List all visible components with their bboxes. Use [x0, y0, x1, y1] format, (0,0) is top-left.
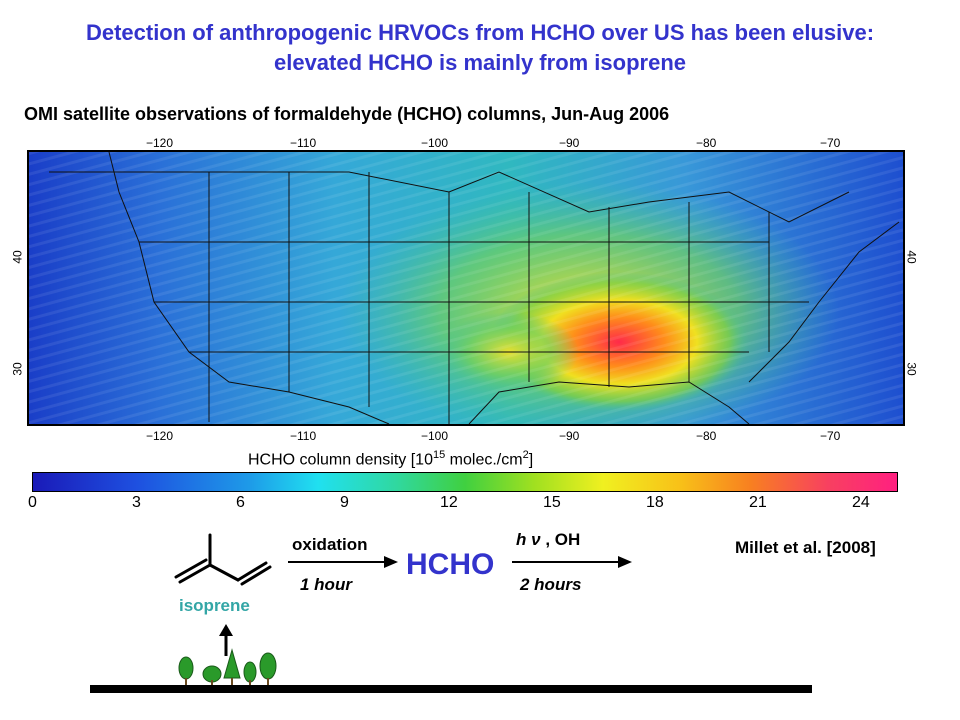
lon-tick: −100	[421, 136, 449, 150]
lon-tick: −70	[820, 136, 841, 150]
colorbar-tick: 0	[28, 494, 37, 511]
lon-tick: −120	[146, 136, 174, 150]
title-line-1: Detection of anthropogenic HRVOCs from H…	[85, 20, 875, 45]
colorbar-gradient	[32, 472, 898, 492]
lat-tick-right: 40	[904, 250, 919, 264]
hcho-map-image	[29, 152, 903, 424]
colorbar-title-unit: molec./cm	[445, 451, 523, 469]
arrow-up-icon	[219, 624, 233, 656]
ground-line	[90, 685, 812, 693]
colorbar-title-bracket: ]	[528, 451, 534, 469]
colorbar-tick: 12	[440, 494, 458, 511]
lat-tick-left: 30	[10, 362, 25, 376]
title-line-2: elevated HCHO is mainly from isoprene	[273, 50, 687, 75]
lon-tick: −110	[290, 136, 317, 150]
colorbar-title-square: 2	[522, 449, 529, 461]
hcho-satellite-map	[27, 150, 905, 426]
lon-tick: −80	[696, 136, 717, 150]
colorbar-title-exponent: 15	[432, 449, 446, 461]
slide-title: Detection of anthropogenic HRVOCs from H…	[0, 18, 960, 78]
colorbar-tick: 18	[646, 494, 664, 511]
colorbar-tick: 9	[340, 494, 349, 511]
lon-tick: −70	[820, 429, 841, 443]
lon-tick: −120	[146, 429, 174, 443]
colorbar-tick: 6	[236, 494, 245, 511]
colorbar-title-text: HCHO column density [10	[248, 451, 433, 469]
photolysis-nu: ν	[531, 530, 541, 549]
lat-tick-right: 30	[904, 362, 919, 376]
arrow-right-icon	[512, 556, 632, 568]
trees-icon	[178, 648, 277, 686]
oxidation-time: 1 hour	[300, 575, 352, 594]
lon-tick: −110	[290, 429, 317, 443]
lon-tick: −90	[559, 429, 580, 443]
colorbar-tick: 21	[749, 494, 767, 511]
lon-tick: −90	[559, 136, 580, 150]
hcho-product: HCHO	[406, 548, 495, 581]
map-caption: OMI satellite observations of formaldehy…	[24, 104, 670, 124]
reference-citation: Millet et al. [2008]	[735, 538, 876, 557]
lon-tick: −100	[421, 429, 449, 443]
lon-tick: −80	[696, 429, 717, 443]
colorbar-title: HCHO column density [1015 molec./cm2]	[248, 449, 533, 469]
oxidation-label: oxidation	[292, 535, 368, 554]
photolysis-label: h ν , OH	[516, 530, 580, 550]
photolysis-time: 2 hours	[520, 575, 582, 594]
lat-tick-left: 40	[10, 250, 25, 264]
photolysis-oh: , OH	[540, 530, 581, 549]
photolysis-h: h	[516, 530, 527, 549]
colorbar-tick: 24	[852, 494, 870, 511]
isoprene-structure-icon	[174, 533, 272, 586]
colorbar-tick: 3	[132, 494, 141, 511]
arrow-right-icon	[288, 556, 398, 568]
colorbar-tick: 15	[543, 494, 561, 511]
isoprene-label: isoprene	[179, 596, 250, 615]
